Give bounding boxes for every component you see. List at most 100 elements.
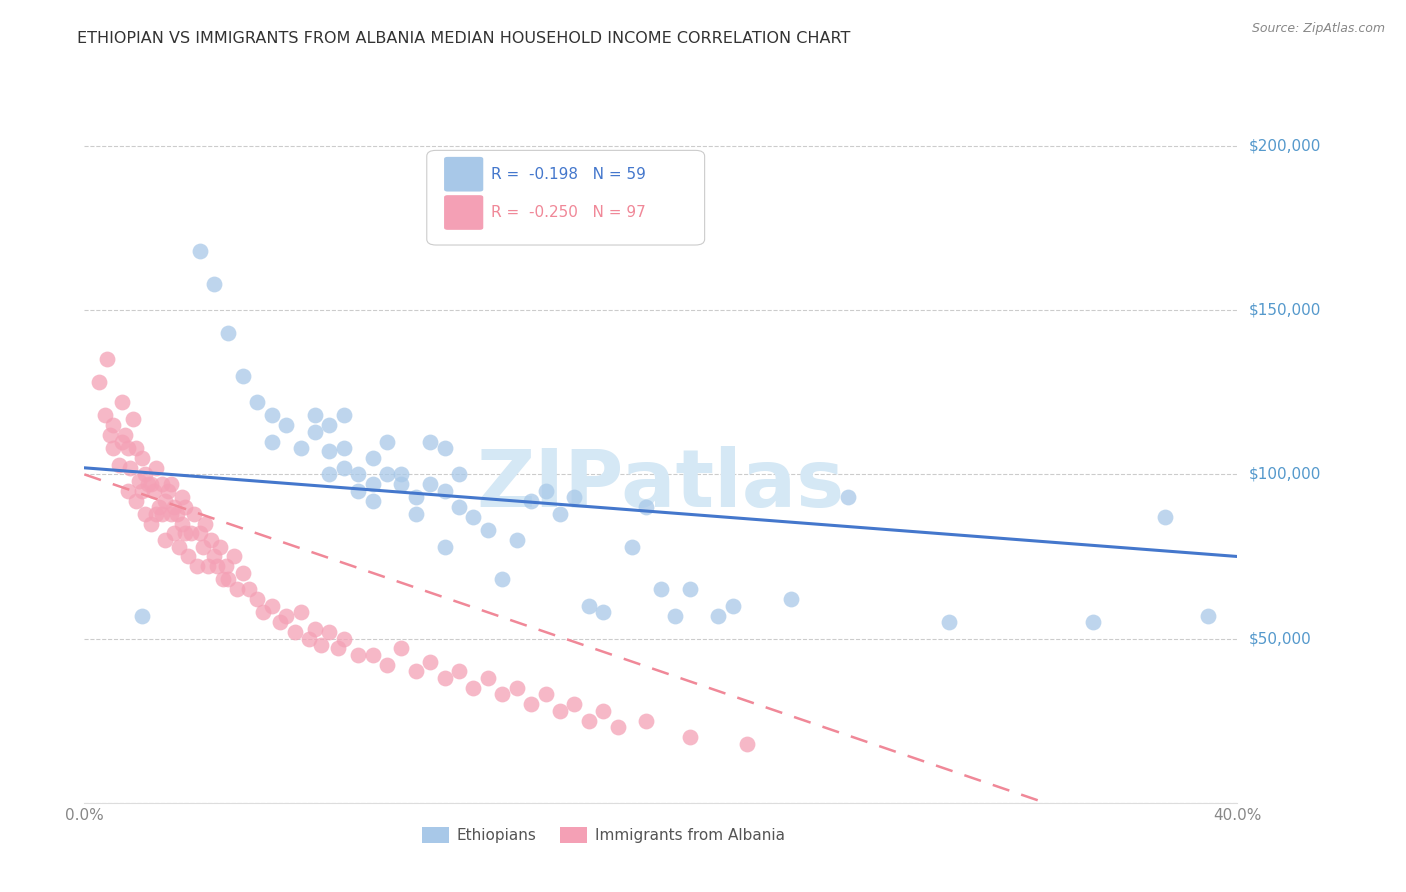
Point [375, 467, 398, 482]
Point [309, 638, 332, 652]
Point [160, 507, 183, 521]
Point [96, 352, 118, 367]
Point [163, 500, 186, 515]
Point [361, 493, 384, 508]
Point [284, 625, 307, 640]
Point [375, 657, 398, 672]
Point [318, 467, 340, 482]
Point [188, 244, 211, 258]
Point [679, 730, 702, 744]
Point [153, 533, 176, 547]
Point [405, 665, 427, 679]
Point [156, 483, 179, 498]
Point [433, 671, 456, 685]
Point [117, 483, 139, 498]
Point [333, 409, 356, 423]
Point [136, 477, 159, 491]
Point [125, 493, 148, 508]
FancyBboxPatch shape [444, 195, 484, 230]
Point [145, 460, 167, 475]
Point [477, 671, 499, 685]
Point [650, 582, 672, 597]
Point [391, 467, 413, 482]
Point [520, 698, 543, 712]
Point [737, 737, 759, 751]
Point [298, 632, 321, 646]
Text: $50,000: $50,000 [1249, 632, 1312, 646]
Point [260, 434, 283, 449]
Point [837, 491, 859, 505]
Point [98, 428, 121, 442]
Point [433, 483, 456, 498]
Point [186, 559, 208, 574]
Point [87, 376, 110, 390]
Point [592, 704, 614, 718]
Point [391, 641, 413, 656]
Point [347, 648, 370, 662]
Point [578, 599, 600, 613]
Point [419, 655, 441, 669]
Point [592, 605, 614, 619]
Point [477, 523, 499, 537]
Point [139, 516, 162, 531]
Point [202, 277, 225, 291]
Point [145, 507, 167, 521]
Point [548, 507, 571, 521]
Point [117, 441, 139, 455]
Point [463, 681, 485, 695]
Legend: Ethiopians, Immigrants from Albania: Ethiopians, Immigrants from Albania [416, 822, 790, 849]
Point [260, 409, 283, 423]
Point [180, 526, 202, 541]
Point [707, 608, 730, 623]
Point [211, 573, 233, 587]
Point [174, 526, 197, 541]
Point [333, 460, 356, 475]
Point [621, 540, 644, 554]
Point [191, 540, 214, 554]
Point [318, 418, 340, 433]
Point [200, 533, 222, 547]
Point [160, 477, 183, 491]
Point [664, 608, 686, 623]
FancyBboxPatch shape [427, 151, 704, 245]
Point [202, 549, 225, 564]
Point [449, 500, 471, 515]
Point [391, 477, 413, 491]
Point [405, 507, 427, 521]
Point [214, 559, 236, 574]
Point [463, 510, 485, 524]
Point [636, 714, 658, 728]
Point [449, 665, 471, 679]
Point [205, 559, 228, 574]
Point [347, 483, 370, 498]
Text: Source: ZipAtlas.com: Source: ZipAtlas.com [1251, 22, 1385, 36]
Point [1198, 608, 1220, 623]
Point [150, 477, 173, 491]
Point [142, 483, 165, 498]
Point [120, 460, 142, 475]
Point [111, 395, 134, 409]
Point [269, 615, 291, 630]
Point [177, 549, 200, 564]
Point [318, 625, 340, 640]
Point [276, 418, 298, 433]
Point [148, 500, 170, 515]
Text: R =  -0.250   N = 97: R = -0.250 N = 97 [491, 205, 647, 220]
Point [1083, 615, 1105, 630]
Point [93, 409, 115, 423]
Point [232, 566, 254, 580]
Point [103, 441, 124, 455]
Point [166, 507, 188, 521]
Point [636, 500, 658, 515]
Point [548, 704, 571, 718]
Point [564, 491, 586, 505]
Point [578, 714, 600, 728]
Point [139, 477, 162, 491]
Point [131, 450, 153, 465]
Point [506, 681, 529, 695]
Point [131, 608, 153, 623]
Text: $150,000: $150,000 [1249, 302, 1320, 318]
Point [131, 483, 153, 498]
Point [361, 477, 384, 491]
Point [128, 474, 150, 488]
